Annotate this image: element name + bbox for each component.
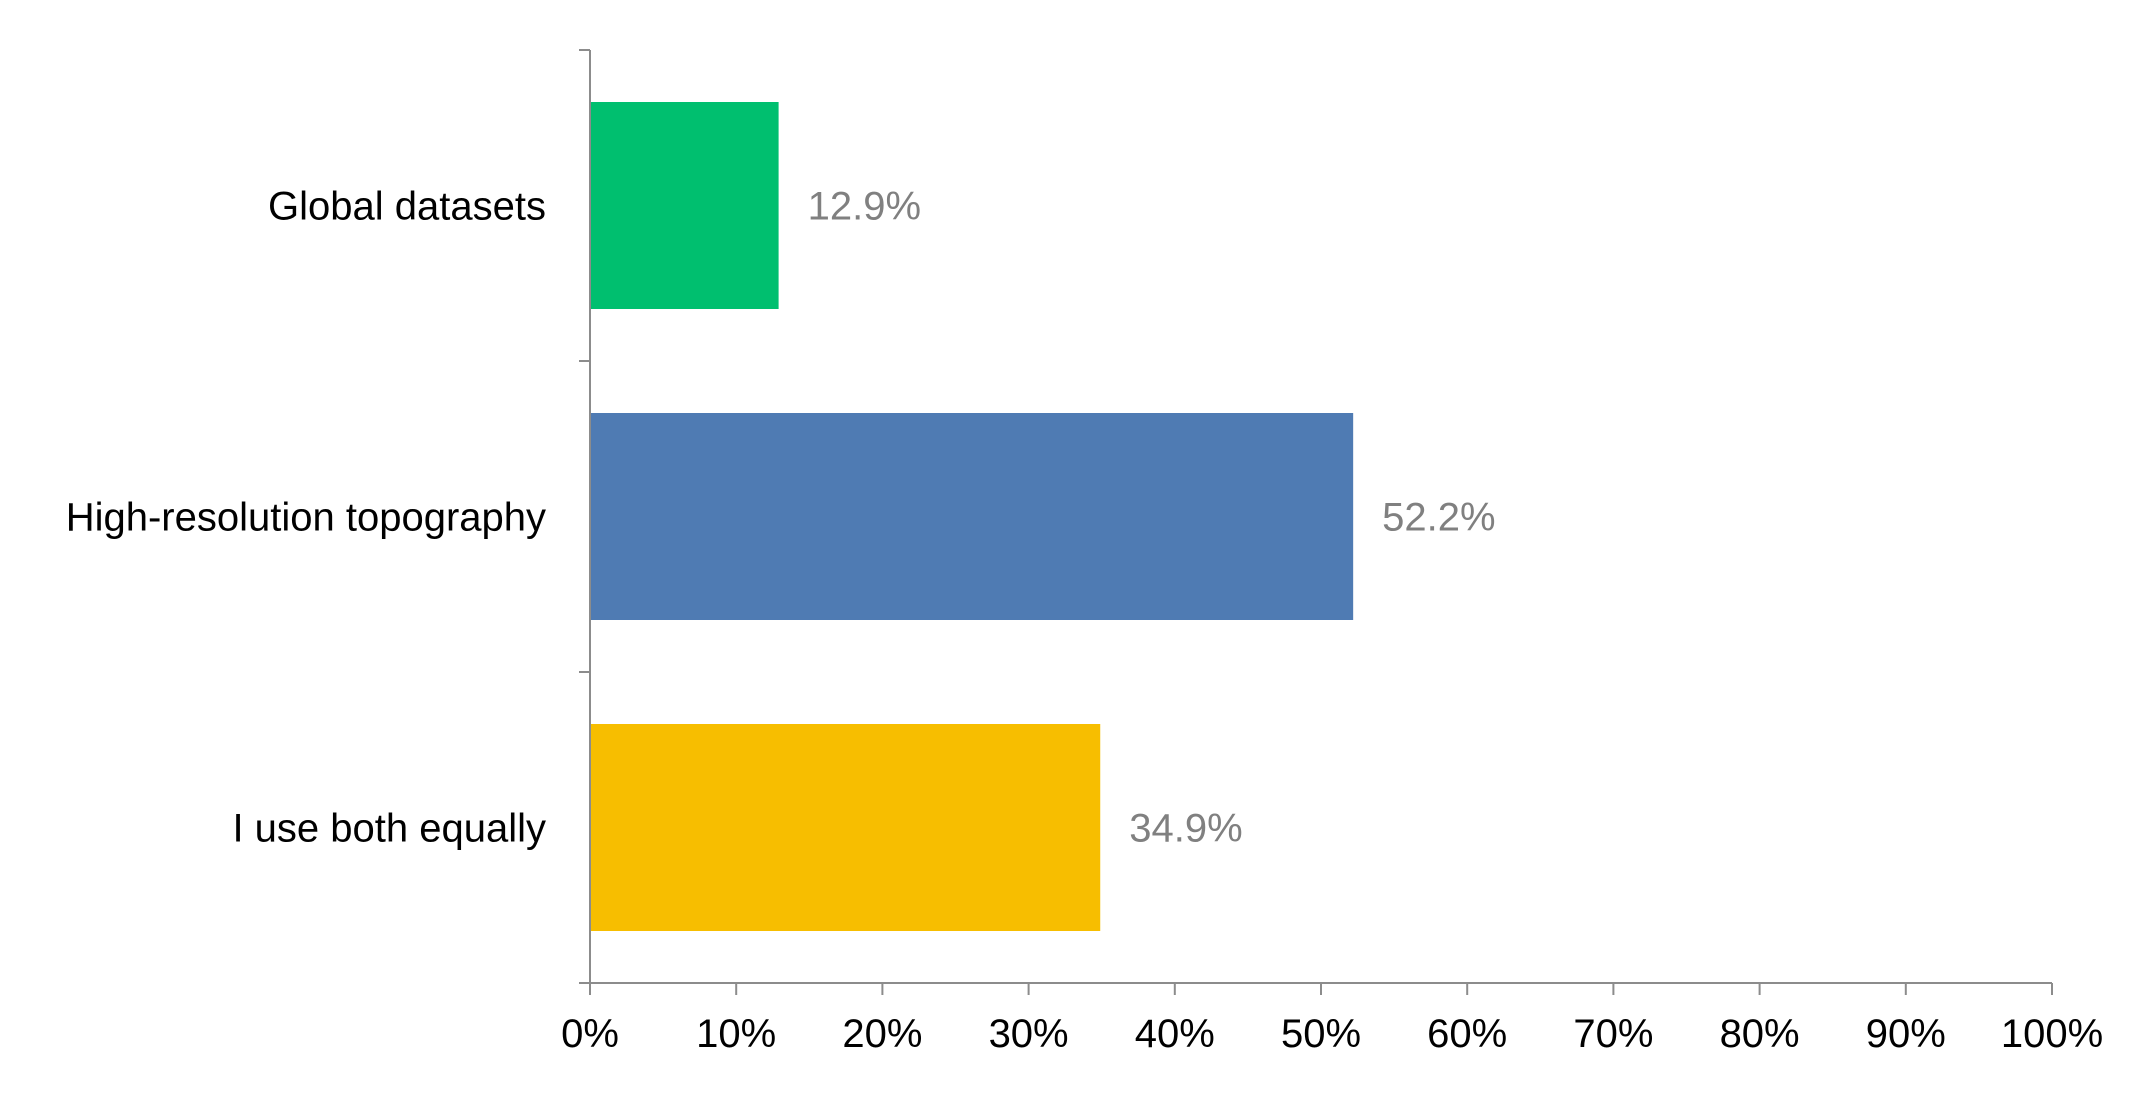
category-label: Global datasets	[268, 185, 546, 229]
x-tick-label: 80%	[1720, 1012, 1800, 1056]
labels: 0% 10% 20% 30% 40% 50% 60% 70% 80% 90% 100% Global …	[66, 185, 2103, 1057]
bar	[590, 724, 1101, 931]
x-tick-label: 20%	[842, 1012, 922, 1056]
data-label: 12.9%	[808, 185, 921, 229]
data-label: 34.9%	[1129, 807, 1242, 851]
x-tick-label: 70%	[1573, 1012, 1653, 1056]
bar	[590, 102, 779, 309]
data-label: 52.2%	[1382, 496, 1495, 540]
bar	[590, 413, 1354, 620]
x-tick-label: 10%	[696, 1012, 776, 1056]
x-tick-label: 0%	[561, 1012, 619, 1056]
x-axis-ticks	[579, 49, 2053, 995]
x-tick-label: 50%	[1281, 1012, 1361, 1056]
x-tick-label: 90%	[1866, 1012, 1946, 1056]
x-tick-label: 100%	[2001, 1012, 2103, 1056]
x-tick-label: 40%	[1135, 1012, 1215, 1056]
x-tick-label: 60%	[1427, 1012, 1507, 1056]
category-label: High-resolution topography	[66, 496, 546, 540]
category-label: I use both equally	[232, 807, 546, 851]
x-tick-label: 30%	[989, 1012, 1069, 1056]
bars	[590, 102, 1354, 931]
